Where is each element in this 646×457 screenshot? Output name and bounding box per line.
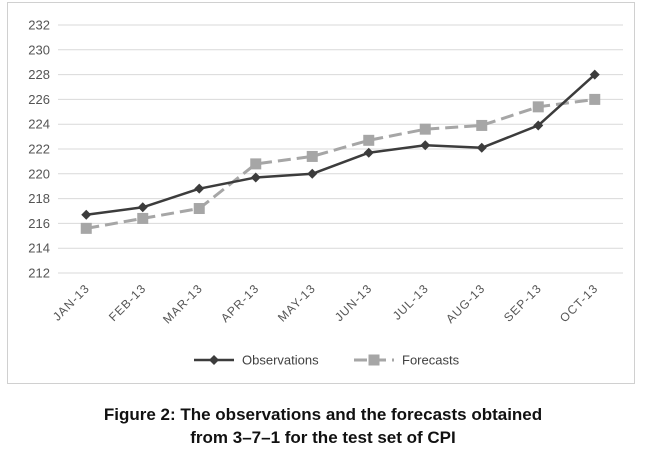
y-tick-label: 212 xyxy=(28,266,50,281)
forecasts-point xyxy=(193,203,205,215)
y-tick-label: 224 xyxy=(28,117,50,132)
legend-marker-forecasts xyxy=(368,354,380,366)
observations-point xyxy=(420,140,431,151)
y-tick-label: 232 xyxy=(28,18,50,33)
legend-label-forecasts: Forecasts xyxy=(402,353,460,368)
y-tick-label: 218 xyxy=(28,191,50,206)
forecasts-point xyxy=(137,212,149,224)
x-axis-ticks: JAN-13 FEB-13 MAR-13 APR-13 MAY-13 JUN-13 JUL-… xyxy=(50,281,601,326)
y-tick-label: 228 xyxy=(28,67,50,82)
observations-point xyxy=(307,168,318,179)
cpi-line-chart: 212 214 216 218 220 222 224 226 228 230 232 JAN-13… xyxy=(28,18,623,368)
legend-label-observations: Observations xyxy=(242,353,319,368)
observations-point xyxy=(589,69,600,80)
observations-point xyxy=(194,183,205,194)
series-observations xyxy=(81,69,600,220)
observations-point xyxy=(363,147,374,158)
forecasts-point xyxy=(80,222,92,234)
x-tick-label: JUN-13 xyxy=(332,281,375,324)
observations-point xyxy=(476,142,487,153)
forecasts-point xyxy=(419,123,431,135)
caption-line-2: from 3–7–1 for the test set of CPI xyxy=(190,428,456,447)
x-tick-label: JAN-13 xyxy=(50,281,92,323)
y-axis-ticks: 212 214 216 218 220 222 224 226 228 230 232 xyxy=(28,18,50,281)
legend-marker-observations xyxy=(209,355,219,365)
forecasts-line xyxy=(86,97,595,230)
observations-point xyxy=(533,120,544,131)
figure-caption: Figure 2: The observations and the forec… xyxy=(0,403,646,449)
forecasts-point xyxy=(250,158,262,170)
forecasts-point xyxy=(532,101,544,113)
observations-point xyxy=(137,202,148,213)
forecasts-point xyxy=(306,150,318,162)
observations-line xyxy=(86,73,596,216)
observations-point xyxy=(81,209,92,220)
forecasts-point xyxy=(476,119,488,131)
x-tick-label: AUG-13 xyxy=(443,281,488,326)
series-forecasts xyxy=(80,93,601,234)
x-tick-label: MAY-13 xyxy=(275,281,318,324)
caption-line-1: Figure 2: The observations and the forec… xyxy=(103,405,543,424)
x-tick-label: SEP-13 xyxy=(501,281,544,324)
y-tick-label: 230 xyxy=(28,42,50,57)
x-tick-label: APR-13 xyxy=(218,281,262,325)
y-tick-label: 226 xyxy=(28,92,50,107)
y-tick-label: 222 xyxy=(28,142,50,157)
y-tick-label: 214 xyxy=(28,241,50,256)
y-tick-label: 216 xyxy=(28,216,50,231)
x-tick-label: OCT-13 xyxy=(557,281,601,325)
chart-frame: 212 214 216 218 220 222 224 226 228 230 232 JAN-13… xyxy=(7,2,635,384)
x-tick-label: JUL-13 xyxy=(390,281,431,322)
observations-point xyxy=(250,172,261,183)
series-lines xyxy=(80,69,601,234)
forecasts-point xyxy=(589,93,601,105)
legend: Observations Forecasts xyxy=(194,353,460,368)
x-tick-label: FEB-13 xyxy=(106,281,149,324)
forecasts-point xyxy=(363,134,375,146)
y-tick-label: 220 xyxy=(28,166,50,181)
x-tick-label: MAR-13 xyxy=(160,281,205,326)
